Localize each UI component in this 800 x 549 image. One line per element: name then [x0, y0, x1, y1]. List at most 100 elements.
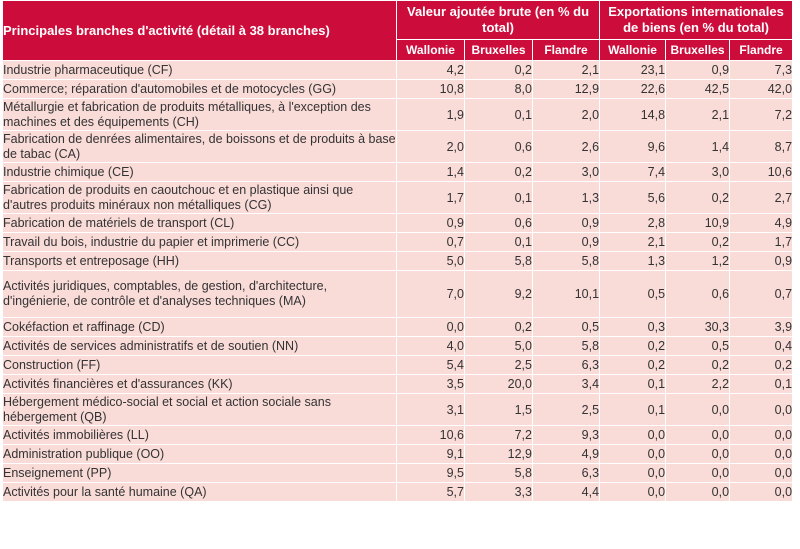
value-cell: 0,0: [665, 463, 731, 483]
value-cell: 2,7: [729, 181, 794, 214]
value-cell: 5,8: [464, 463, 533, 483]
table-row: Activités juridiques, comptables, de ges…: [2, 270, 794, 318]
value-cell: 5,6: [599, 181, 667, 214]
value-cell: 1,3: [599, 251, 667, 271]
row-label: Cokéfaction et raffinage (CD): [2, 317, 397, 337]
value-cell: 0,0: [729, 482, 794, 502]
row-label: Fabrication de denrées alimentaires, de …: [2, 130, 397, 163]
value-cell: 0,2: [464, 60, 533, 80]
value-cell: 0,7: [729, 270, 794, 318]
table-row: Commerce; réparation d'automobiles et de…: [2, 79, 794, 99]
value-cell: 1,3: [531, 181, 601, 214]
region-header-bruxelles-vab: Bruxelles: [464, 39, 533, 61]
value-cell: 22,6: [599, 79, 667, 99]
row-label: Commerce; réparation d'automobiles et de…: [2, 79, 397, 99]
value-cell: 0,0: [729, 393, 794, 426]
value-cell: 0,9: [531, 213, 601, 233]
value-cell: 0,0: [729, 463, 794, 483]
value-cell: 10,6: [729, 162, 794, 182]
value-cell: 0,2: [729, 355, 794, 375]
table-row: Activités pour la santé humaine (QA) 5,7…: [2, 482, 794, 502]
value-cell: 3,4: [531, 374, 601, 394]
value-cell: 20,0: [464, 374, 533, 394]
row-label: Activités de services administratifs et …: [2, 336, 397, 356]
value-cell: 0,0: [665, 482, 731, 502]
value-cell: 0,1: [464, 181, 533, 214]
row-label: Administration publique (OO): [2, 444, 397, 464]
value-cell: 0,0: [729, 444, 794, 464]
value-cell: 0,9: [396, 213, 465, 233]
row-label: Activités financières et d'assurances (K…: [2, 374, 397, 394]
value-cell: 1,9: [396, 98, 465, 131]
table-row: Industrie pharmaceutique (CF) 4,2 0,2 2,…: [2, 60, 794, 80]
row-label: Activités pour la santé humaine (QA): [2, 482, 397, 502]
exports-header: Exportations internationales de biens (e…: [599, 0, 794, 40]
value-cell: 7,4: [599, 162, 667, 182]
value-cell: 5,0: [464, 336, 533, 356]
row-label: Fabrication de produits en caoutchouc et…: [2, 181, 397, 214]
value-cell: 3,5: [396, 374, 465, 394]
value-cell: 0,0: [599, 463, 667, 483]
table-row: Activités de services administratifs et …: [2, 336, 794, 356]
value-cell: 5,7: [396, 482, 465, 502]
table-row: Métallurgie et fabrication de produits m…: [2, 98, 794, 131]
value-cell: 0,2: [599, 336, 667, 356]
value-cell: 9,6: [599, 130, 667, 163]
value-cell: 0,0: [665, 393, 731, 426]
value-cell: 0,3: [599, 317, 667, 337]
value-cell: 0,6: [665, 270, 731, 318]
value-cell: 5,8: [531, 336, 601, 356]
row-label: Travail du bois, industrie du papier et …: [2, 232, 397, 252]
value-cell: 0,1: [599, 374, 667, 394]
value-cell: 0,0: [599, 425, 667, 445]
value-cell: 1,2: [665, 251, 731, 271]
value-cell: 10,6: [396, 425, 465, 445]
value-cell: 4,9: [531, 444, 601, 464]
value-cell: 0,5: [665, 336, 731, 356]
value-cell: 4,2: [396, 60, 465, 80]
value-cell: 2,1: [531, 60, 601, 80]
value-cell: 0,0: [665, 444, 731, 464]
row-label: Activités immobilières (LL): [2, 425, 397, 445]
value-cell: 7,0: [396, 270, 465, 318]
value-cell: 3,9: [729, 317, 794, 337]
value-cell: 4,4: [531, 482, 601, 502]
value-cell: 0,2: [665, 181, 731, 214]
value-cell: 6,3: [531, 355, 601, 375]
value-cell: 5,8: [531, 251, 601, 271]
value-cell: 0,1: [464, 232, 533, 252]
value-cell: 2,1: [599, 232, 667, 252]
value-cell: 1,4: [665, 130, 731, 163]
value-cell: 0,2: [464, 317, 533, 337]
value-cell: 1,7: [396, 181, 465, 214]
row-label: Industrie chimique (CE): [2, 162, 397, 182]
value-cell: 2,2: [665, 374, 731, 394]
value-cell: 2,0: [396, 130, 465, 163]
value-cell: 14,8: [599, 98, 667, 131]
value-cell: 0,0: [599, 482, 667, 502]
value-cell: 0,5: [531, 317, 601, 337]
value-cell: 0,1: [599, 393, 667, 426]
value-cell: 0,2: [599, 355, 667, 375]
value-cell: 0,9: [531, 232, 601, 252]
table-row: Construction (FF) 5,4 2,5 6,3 0,2 0,2 0,…: [2, 355, 794, 375]
value-cell: 23,1: [599, 60, 667, 80]
table-row: Activités financières et d'assurances (K…: [2, 374, 794, 394]
table-row: Fabrication de produits en caoutchouc et…: [2, 181, 794, 214]
value-cell: 3,3: [464, 482, 533, 502]
value-cell: 0,0: [665, 425, 731, 445]
table-row: Hébergement médico-social et social et a…: [2, 393, 794, 426]
value-cell: 5,0: [396, 251, 465, 271]
table-row: Administration publique (OO) 9,1 12,9 4,…: [2, 444, 794, 464]
value-cell: 42,5: [665, 79, 731, 99]
value-cell: 6,3: [531, 463, 601, 483]
table-row: Industrie chimique (CE) 1,4 0,2 3,0 7,4 …: [2, 162, 794, 182]
value-cell: 10,8: [396, 79, 465, 99]
value-cell: 2,5: [464, 355, 533, 375]
value-cell: 0,6: [464, 130, 533, 163]
row-label: Industrie pharmaceutique (CF): [2, 60, 397, 80]
value-cell: 8,7: [729, 130, 794, 163]
table-row: Fabrication de matériels de transport (C…: [2, 213, 794, 233]
value-cell: 12,9: [464, 444, 533, 464]
value-cell: 0,0: [729, 425, 794, 445]
